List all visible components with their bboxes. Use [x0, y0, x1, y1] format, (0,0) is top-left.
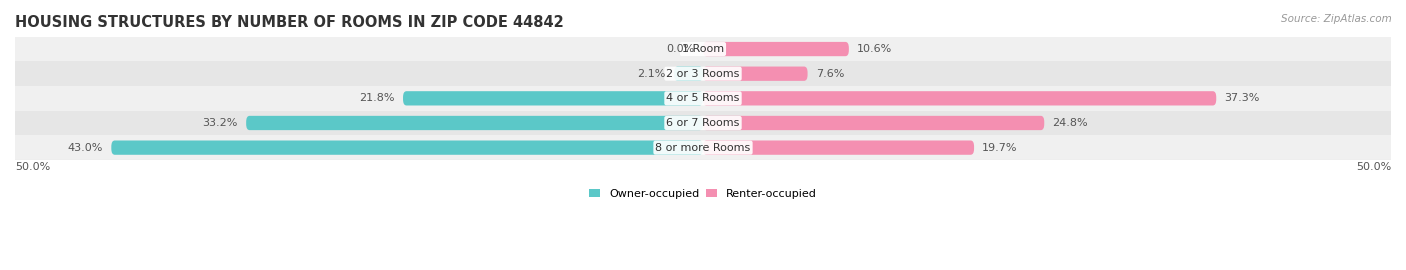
- FancyBboxPatch shape: [246, 116, 703, 130]
- Text: 50.0%: 50.0%: [15, 162, 51, 172]
- Text: 24.8%: 24.8%: [1053, 118, 1088, 128]
- Bar: [15, 135, 1391, 160]
- Bar: [15, 111, 1391, 135]
- Text: 19.7%: 19.7%: [983, 143, 1018, 153]
- FancyBboxPatch shape: [703, 66, 807, 81]
- Text: 43.0%: 43.0%: [67, 143, 103, 153]
- Text: 1 Room: 1 Room: [682, 44, 724, 54]
- FancyBboxPatch shape: [703, 42, 849, 56]
- Text: 50.0%: 50.0%: [1355, 162, 1391, 172]
- Text: 33.2%: 33.2%: [202, 118, 238, 128]
- Text: 10.6%: 10.6%: [858, 44, 893, 54]
- Text: 21.8%: 21.8%: [360, 93, 395, 103]
- Bar: [15, 61, 1391, 86]
- Text: 0.0%: 0.0%: [666, 44, 695, 54]
- FancyBboxPatch shape: [703, 91, 1216, 106]
- FancyBboxPatch shape: [404, 91, 703, 106]
- FancyBboxPatch shape: [111, 140, 703, 155]
- FancyBboxPatch shape: [703, 140, 974, 155]
- Text: Source: ZipAtlas.com: Source: ZipAtlas.com: [1281, 14, 1392, 23]
- Bar: [15, 37, 1391, 61]
- Legend: Owner-occupied, Renter-occupied: Owner-occupied, Renter-occupied: [586, 187, 820, 201]
- FancyBboxPatch shape: [703, 116, 1045, 130]
- Text: 7.6%: 7.6%: [815, 69, 844, 79]
- Text: 6 or 7 Rooms: 6 or 7 Rooms: [666, 118, 740, 128]
- Bar: [15, 86, 1391, 111]
- FancyBboxPatch shape: [673, 66, 703, 81]
- Text: 2 or 3 Rooms: 2 or 3 Rooms: [666, 69, 740, 79]
- Text: 4 or 5 Rooms: 4 or 5 Rooms: [666, 93, 740, 103]
- Text: HOUSING STRUCTURES BY NUMBER OF ROOMS IN ZIP CODE 44842: HOUSING STRUCTURES BY NUMBER OF ROOMS IN…: [15, 15, 564, 30]
- Text: 8 or more Rooms: 8 or more Rooms: [655, 143, 751, 153]
- Text: 2.1%: 2.1%: [637, 69, 666, 79]
- Text: 37.3%: 37.3%: [1225, 93, 1260, 103]
